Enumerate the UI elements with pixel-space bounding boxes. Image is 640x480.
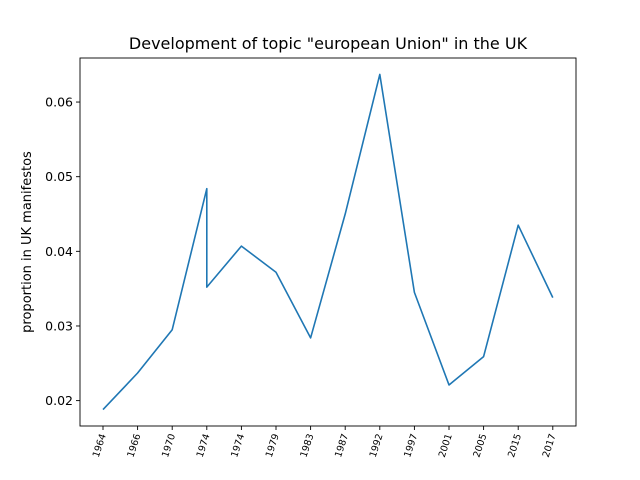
x-tick-label: 1987 <box>333 433 351 459</box>
y-axis-label: proportion in UK manifestos <box>20 151 35 333</box>
y-tick-label: 0.06 <box>45 95 73 110</box>
x-tick-label: 1992 <box>368 433 386 459</box>
x-tick-label: 1964 <box>91 433 109 459</box>
x-tick-label: 2015 <box>506 433 524 459</box>
x-tick-label: 1966 <box>126 433 144 459</box>
x-tick-label: 2005 <box>472 433 490 459</box>
plot-area: 0.02 0.03 0.04 0.05 0.06 1964 1966 1970 1974 1974… <box>45 57 577 459</box>
x-tick-label: 1974 <box>229 433 247 459</box>
x-tick-label: 1970 <box>160 433 178 459</box>
x-tick-label: 1979 <box>264 433 282 459</box>
y-tick-label: 0.05 <box>45 169 73 184</box>
x-tick-label: 1983 <box>299 433 317 459</box>
x-tick-label: 1974 <box>195 433 213 459</box>
x-tick-label: 1997 <box>402 433 420 459</box>
x-tick-label: 2001 <box>437 433 455 459</box>
x-tick-label: 2017 <box>541 433 559 459</box>
y-tick-label: 0.04 <box>45 244 73 259</box>
y-tick-label: 0.02 <box>45 393 73 408</box>
y-tick-label: 0.03 <box>45 318 73 333</box>
axes-frame <box>79 57 577 427</box>
chart-title: Development of topic "european Union" in… <box>129 34 528 53</box>
series-line <box>102 73 554 411</box>
